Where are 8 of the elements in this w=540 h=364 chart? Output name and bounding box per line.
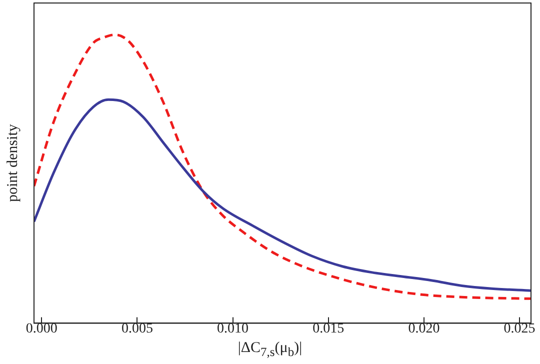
- x-tick-label: 0.015: [312, 321, 344, 336]
- x-tick-label: 0.005: [121, 321, 153, 336]
- x-tick-label: 0.000: [26, 321, 58, 336]
- x-tick-label: 0.025: [504, 321, 536, 336]
- x-tick-label: 0.020: [408, 321, 440, 336]
- y-axis-title: point density: [4, 124, 21, 202]
- x-tick-label: 0.010: [217, 321, 249, 336]
- x-axis-title: |ΔC$_{7,s}$(μ$_{b}$)|: [236, 340, 304, 360]
